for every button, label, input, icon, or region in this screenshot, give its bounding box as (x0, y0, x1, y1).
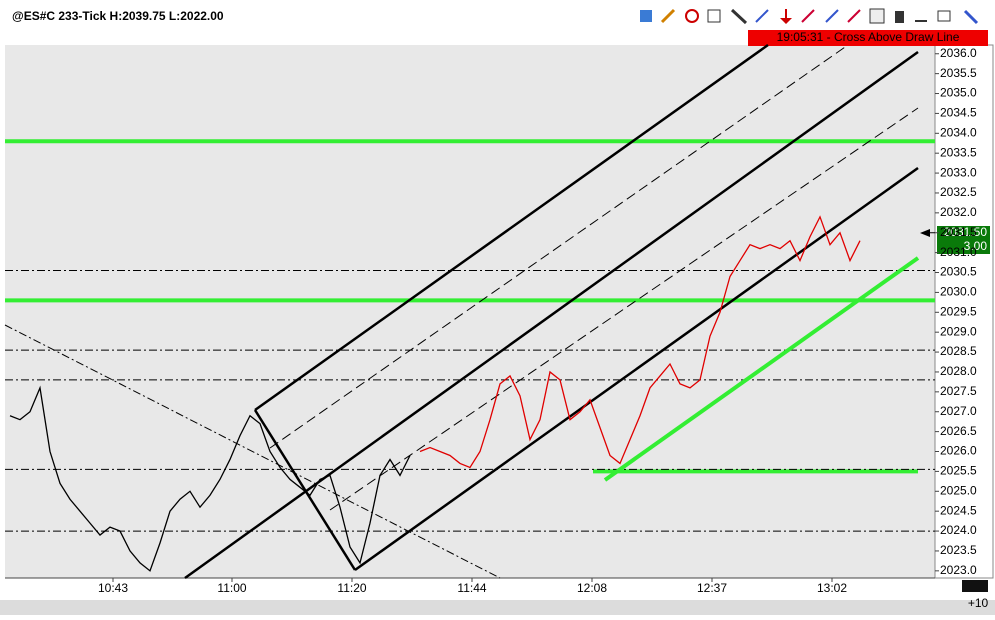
tool-icon[interactable] (707, 9, 721, 23)
y-tick-label: 2023.0 (940, 563, 977, 577)
plot-area (5, 45, 935, 578)
price-line (9, 385, 411, 572)
alert-box (748, 30, 988, 46)
x-tick-label: 12:08 (577, 581, 607, 595)
tool-icon[interactable] (869, 8, 885, 24)
y-tick-label: 2032.5 (940, 185, 977, 199)
price-arrow (920, 229, 930, 237)
y-tick-label: 2029.5 (940, 304, 977, 318)
price-marker-box (937, 226, 990, 254)
y-tick-label: 2036.0 (940, 46, 977, 60)
x-tick-label: 12:37 (697, 581, 727, 595)
price-line (419, 215, 861, 469)
tool-icon[interactable] (801, 9, 815, 23)
x-tick-label: 11:44 (457, 581, 486, 595)
toolbar (640, 8, 979, 25)
channel-line (184, 50, 919, 580)
tool-icon[interactable] (825, 9, 839, 23)
alert-text: 19:05:31 - Cross Above Draw Line (777, 30, 960, 44)
y-tick-label: 2024.0 (940, 523, 977, 537)
y-tick-label: 2024.5 (940, 503, 977, 517)
y-tick-label: 2035.0 (940, 86, 977, 100)
drawings (4, 43, 920, 580)
footer-strip (0, 600, 995, 615)
y-tick-label: 2031.5 (940, 225, 977, 239)
y-tick-label: 2033.5 (940, 145, 977, 159)
y-tick-label: 2034.0 (940, 125, 977, 139)
tool-icon[interactable] (730, 8, 748, 25)
y-axis-area (934, 44, 994, 579)
tool-icon[interactable] (847, 9, 861, 23)
channel-midline (269, 44, 849, 449)
tool-icon[interactable] (660, 8, 676, 24)
y-tick-label: 2028.5 (940, 344, 977, 358)
y-tick-label: 2023.5 (940, 543, 977, 557)
y-tick-label: 2032.0 (940, 205, 977, 219)
y-tick-label: 2026.5 (940, 424, 977, 438)
y-tick-label: 2035.5 (940, 66, 977, 80)
tool-icon[interactable] (780, 9, 792, 24)
x-tick-label: 11:00 (217, 581, 246, 595)
y-tick-label: 2034.5 (940, 106, 977, 120)
channel-midline (329, 107, 919, 511)
y-tick-label: 2030.5 (940, 265, 977, 279)
y-tick-label: 2027.5 (940, 384, 977, 398)
tool-icon[interactable] (640, 10, 652, 22)
x-tick-label: 13:02 (817, 581, 847, 595)
channel-line (254, 43, 769, 412)
y-tick-label: 2029.0 (940, 324, 977, 338)
tool-icon[interactable] (685, 9, 699, 23)
y-tick-label: 2027.0 (940, 404, 977, 418)
y-tick-label: 2028.0 (940, 364, 977, 378)
price-marker-label: 2031.50 (944, 225, 988, 239)
channel-line (354, 166, 919, 572)
tool-icon[interactable] (895, 11, 904, 23)
price-marker-sub: 3.00 (964, 239, 988, 253)
corner-label: +10 (968, 596, 989, 610)
chart-title: @ES#C 233-Tick H:2039.75 L:2022.00 (12, 9, 224, 23)
y-tick-label: 2026.0 (940, 444, 977, 458)
window-maximize[interactable] (937, 10, 951, 22)
trend-line (4, 324, 501, 579)
x-tick-label: 10:43 (98, 581, 128, 595)
pitchfork-handle (253, 409, 357, 571)
trend-line (603, 256, 920, 482)
tool-icon[interactable] (963, 9, 979, 25)
y-tick-label: 2025.0 (940, 483, 977, 497)
tool-icon[interactable] (755, 9, 769, 23)
x-tick-label: 11:20 (337, 581, 366, 595)
y-tick-label: 2025.5 (940, 464, 977, 478)
y-tick-label: 2033.0 (940, 165, 977, 179)
y-tick-label: 2030.0 (940, 285, 977, 299)
y-tick-label: 2031.0 (940, 245, 977, 259)
corner-button[interactable] (962, 580, 988, 592)
